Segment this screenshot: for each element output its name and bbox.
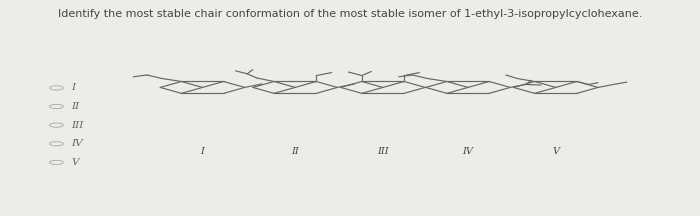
- Text: IV: IV: [463, 147, 473, 156]
- Text: I: I: [71, 83, 76, 92]
- Text: II: II: [291, 147, 299, 156]
- Text: III: III: [71, 121, 84, 130]
- Text: II: II: [71, 102, 80, 111]
- Text: III: III: [377, 147, 388, 156]
- Text: Identify the most stable chair conformation of the most stable isomer of 1-ethyl: Identify the most stable chair conformat…: [58, 8, 642, 19]
- Text: V: V: [552, 147, 559, 156]
- Text: IV: IV: [71, 139, 83, 148]
- Text: I: I: [201, 147, 204, 156]
- Text: V: V: [71, 158, 79, 167]
